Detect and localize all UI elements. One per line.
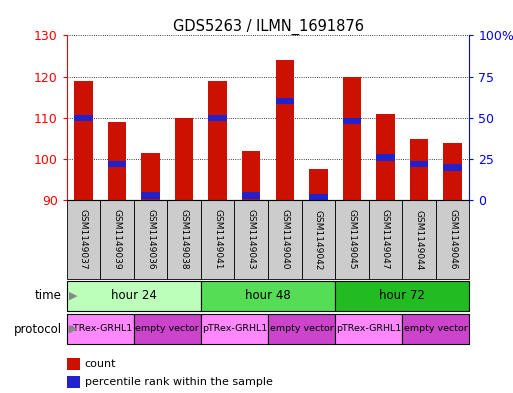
Bar: [275, 60, 294, 200]
Bar: [67, 376, 80, 388]
Bar: [242, 151, 261, 200]
Bar: [402, 314, 469, 344]
Text: GSM1149042: GSM1149042: [314, 209, 323, 270]
Bar: [402, 200, 436, 279]
Bar: [335, 314, 402, 344]
Bar: [369, 200, 402, 279]
Text: GSM1149047: GSM1149047: [381, 209, 390, 270]
Bar: [67, 358, 80, 370]
Text: GSM1149037: GSM1149037: [79, 209, 88, 270]
Bar: [410, 161, 428, 167]
Text: GSM1149039: GSM1149039: [112, 209, 122, 270]
Bar: [108, 122, 126, 200]
Bar: [335, 200, 369, 279]
Bar: [208, 81, 227, 200]
Text: time: time: [35, 289, 62, 302]
Bar: [134, 200, 167, 279]
Bar: [268, 314, 335, 344]
Text: GSM1149045: GSM1149045: [347, 209, 357, 270]
Text: percentile rank within the sample: percentile rank within the sample: [85, 377, 272, 387]
Text: ▶: ▶: [69, 324, 78, 334]
Bar: [67, 314, 134, 344]
Text: GSM1149038: GSM1149038: [180, 209, 189, 270]
Text: ▶: ▶: [69, 291, 78, 301]
Bar: [67, 281, 201, 311]
Bar: [234, 200, 268, 279]
Bar: [302, 200, 335, 279]
Bar: [343, 77, 361, 200]
Text: GSM1149046: GSM1149046: [448, 209, 457, 270]
Bar: [376, 154, 394, 161]
Bar: [100, 200, 134, 279]
Text: hour 48: hour 48: [245, 288, 291, 301]
Bar: [201, 281, 335, 311]
Bar: [443, 164, 462, 171]
Bar: [74, 81, 93, 200]
Text: GSM1149043: GSM1149043: [247, 209, 256, 270]
Bar: [74, 115, 93, 121]
Bar: [343, 118, 361, 124]
Text: empty vector: empty vector: [404, 324, 468, 333]
Text: pTRex-GRHL1: pTRex-GRHL1: [336, 324, 401, 333]
Text: GSM1149040: GSM1149040: [280, 209, 289, 270]
Text: hour 24: hour 24: [111, 288, 157, 301]
Bar: [335, 281, 469, 311]
Bar: [309, 194, 328, 200]
Bar: [175, 118, 193, 200]
Bar: [142, 153, 160, 200]
Bar: [201, 314, 268, 344]
Bar: [201, 200, 234, 279]
Text: empty vector: empty vector: [270, 324, 333, 333]
Text: pTRex-GRHL1: pTRex-GRHL1: [68, 324, 133, 333]
Bar: [108, 161, 126, 167]
Bar: [376, 114, 394, 200]
Bar: [167, 200, 201, 279]
Title: GDS5263 / ILMN_1691876: GDS5263 / ILMN_1691876: [172, 19, 364, 35]
Bar: [134, 314, 201, 344]
Bar: [208, 115, 227, 121]
Text: pTRex-GRHL1: pTRex-GRHL1: [202, 324, 267, 333]
Bar: [309, 169, 328, 200]
Bar: [436, 200, 469, 279]
Bar: [275, 98, 294, 105]
Text: GSM1149041: GSM1149041: [213, 209, 222, 270]
Text: count: count: [85, 359, 116, 369]
Text: hour 72: hour 72: [379, 288, 425, 301]
Bar: [410, 138, 428, 200]
Bar: [142, 193, 160, 198]
Bar: [443, 143, 462, 200]
Text: empty vector: empty vector: [135, 324, 199, 333]
Bar: [67, 200, 100, 279]
Text: GSM1149036: GSM1149036: [146, 209, 155, 270]
Text: protocol: protocol: [13, 323, 62, 336]
Text: GSM1149044: GSM1149044: [415, 209, 424, 270]
Bar: [242, 193, 261, 198]
Bar: [268, 200, 302, 279]
